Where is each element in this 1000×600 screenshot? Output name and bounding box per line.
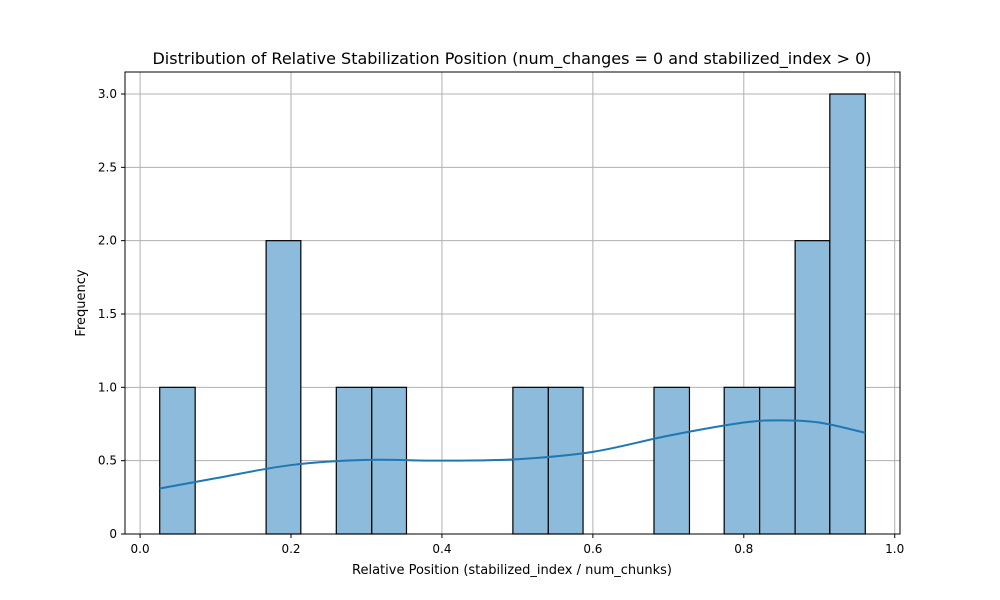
histogram-bar	[759, 386, 796, 535]
y-tick-label: 1.5	[98, 307, 117, 321]
x-tick-label: 1.0	[885, 542, 904, 556]
x-axis-label: Relative Position (stabilized_index / nu…	[352, 563, 672, 578]
histogram-bar	[512, 386, 549, 535]
y-tick-label: 0	[109, 527, 117, 541]
kde-curve-group	[159, 419, 866, 490]
y-tick-label: 3.0	[98, 87, 117, 101]
x-tick-label: 0.4	[432, 542, 451, 556]
histogram-bar	[653, 386, 691, 535]
x-tick-label: 0.2	[281, 542, 300, 556]
y-tick-label: 2.5	[98, 160, 117, 174]
histogram-bar	[547, 386, 584, 535]
y-tick-label: 1.0	[98, 380, 117, 394]
x-tick-label: 0.6	[583, 542, 602, 556]
chart-title: Distribution of Relative Stabilization P…	[152, 49, 871, 69]
plot-frame	[124, 71, 901, 535]
x-tick-label: 0.0	[131, 542, 150, 556]
y-axis-ticks: 0 0.5 1.0 1.5 2.0 2.5 3.0	[98, 87, 125, 541]
kde-curve	[159, 419, 866, 490]
histogram-bar	[829, 93, 866, 535]
y-tick-label: 2.0	[98, 234, 117, 248]
histogram-bar	[159, 386, 196, 535]
histogram-bar	[723, 386, 761, 535]
x-axis-ticks: 0.0 0.2 0.4 0.6 0.8 1.0	[131, 534, 904, 556]
histogram-bar	[265, 240, 302, 535]
histogram-bars	[159, 93, 866, 535]
y-tick-label: 0.5	[98, 454, 117, 468]
y-axis-label: Frequency	[74, 269, 89, 336]
x-tick-label: 0.8	[734, 542, 753, 556]
histogram-bar	[794, 240, 831, 535]
